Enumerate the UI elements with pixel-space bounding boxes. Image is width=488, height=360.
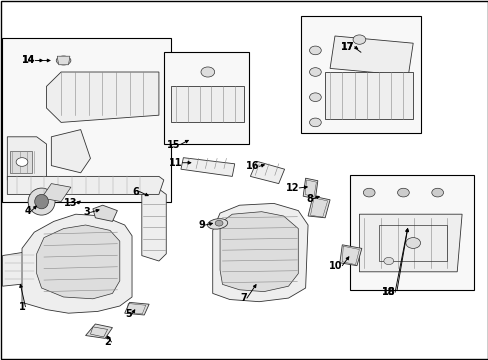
Text: 17: 17 <box>340 42 354 52</box>
Polygon shape <box>51 130 90 173</box>
Circle shape <box>363 188 374 197</box>
Circle shape <box>405 238 420 248</box>
Text: 10: 10 <box>328 261 342 271</box>
Text: 7: 7 <box>240 293 246 303</box>
Bar <box>2 38 171 202</box>
Polygon shape <box>57 56 70 65</box>
Polygon shape <box>359 214 461 272</box>
Text: 16: 16 <box>245 161 259 171</box>
Polygon shape <box>250 161 284 184</box>
Polygon shape <box>41 184 71 202</box>
Text: 17: 17 <box>340 42 354 52</box>
Text: 1: 1 <box>19 302 25 312</box>
Circle shape <box>397 188 408 197</box>
Text: 11: 11 <box>168 158 182 168</box>
Text: 8: 8 <box>305 194 312 204</box>
Ellipse shape <box>28 188 55 215</box>
Polygon shape <box>7 176 163 194</box>
Text: 12: 12 <box>285 183 299 193</box>
Polygon shape <box>171 86 244 122</box>
Circle shape <box>309 118 321 127</box>
Polygon shape <box>339 245 361 266</box>
Polygon shape <box>325 72 412 119</box>
Ellipse shape <box>35 194 48 209</box>
Bar <box>300 16 420 133</box>
Circle shape <box>201 67 214 77</box>
Polygon shape <box>22 214 132 313</box>
Circle shape <box>383 257 393 265</box>
Text: 9: 9 <box>198 220 205 230</box>
Circle shape <box>352 35 365 44</box>
Circle shape <box>215 220 223 226</box>
Polygon shape <box>142 189 166 261</box>
Polygon shape <box>124 302 149 315</box>
Circle shape <box>431 188 443 197</box>
Polygon shape <box>7 137 46 180</box>
Polygon shape <box>10 151 32 173</box>
Polygon shape <box>181 158 234 176</box>
Ellipse shape <box>56 56 71 65</box>
Polygon shape <box>307 196 329 218</box>
Ellipse shape <box>207 219 227 229</box>
Polygon shape <box>212 203 307 302</box>
Polygon shape <box>329 36 412 76</box>
Polygon shape <box>85 324 112 338</box>
Text: 18: 18 <box>381 287 394 297</box>
Polygon shape <box>93 205 117 221</box>
Circle shape <box>309 68 321 76</box>
Text: 6: 6 <box>132 186 139 197</box>
Text: 5: 5 <box>125 309 132 319</box>
Text: 14: 14 <box>21 55 35 66</box>
Text: 18: 18 <box>381 287 394 297</box>
Polygon shape <box>2 250 37 286</box>
Circle shape <box>309 46 321 55</box>
Polygon shape <box>46 72 159 122</box>
Text: 3: 3 <box>83 207 90 217</box>
Text: 4: 4 <box>25 206 32 216</box>
Polygon shape <box>303 178 317 199</box>
Text: 13: 13 <box>63 198 77 208</box>
Text: 15: 15 <box>166 140 180 150</box>
Bar <box>163 52 249 144</box>
Circle shape <box>309 93 321 102</box>
Circle shape <box>16 158 28 166</box>
Bar <box>349 175 473 290</box>
Polygon shape <box>220 212 298 292</box>
Text: 14: 14 <box>21 55 35 66</box>
Text: 2: 2 <box>104 337 111 347</box>
Polygon shape <box>37 225 120 299</box>
